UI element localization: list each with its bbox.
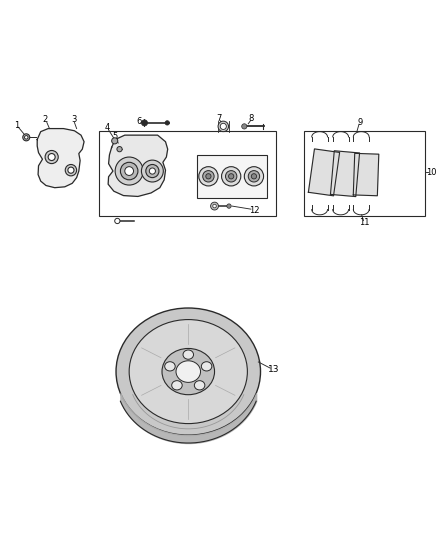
Text: 7: 7: [216, 114, 222, 123]
Circle shape: [65, 165, 77, 176]
Circle shape: [115, 219, 120, 223]
Circle shape: [120, 162, 138, 180]
Text: 6: 6: [137, 117, 142, 126]
Circle shape: [213, 204, 216, 208]
Circle shape: [244, 167, 264, 186]
Circle shape: [242, 124, 247, 129]
Circle shape: [45, 150, 58, 164]
Text: 1: 1: [14, 120, 19, 130]
Polygon shape: [308, 149, 339, 196]
Ellipse shape: [116, 308, 261, 435]
Circle shape: [227, 204, 231, 208]
Text: 9: 9: [357, 117, 363, 126]
Bar: [99, 131, 276, 216]
Circle shape: [165, 120, 170, 125]
Circle shape: [220, 123, 226, 130]
Circle shape: [199, 167, 218, 186]
Circle shape: [25, 135, 28, 139]
Circle shape: [117, 147, 122, 152]
Text: 3: 3: [71, 115, 76, 124]
Bar: [197, 155, 267, 198]
Circle shape: [141, 120, 148, 126]
Polygon shape: [330, 151, 360, 197]
Circle shape: [146, 165, 159, 177]
Ellipse shape: [201, 362, 212, 371]
Ellipse shape: [165, 362, 175, 371]
Circle shape: [248, 171, 260, 182]
Circle shape: [203, 171, 214, 182]
Circle shape: [206, 174, 211, 179]
Circle shape: [112, 138, 118, 144]
Text: 8: 8: [248, 114, 254, 123]
Bar: [304, 131, 425, 216]
Ellipse shape: [194, 381, 205, 390]
Text: 4: 4: [104, 123, 110, 132]
Polygon shape: [108, 135, 168, 197]
Circle shape: [226, 171, 237, 182]
Ellipse shape: [183, 350, 194, 359]
Circle shape: [48, 154, 55, 160]
Text: 5: 5: [112, 132, 117, 141]
Circle shape: [115, 157, 143, 185]
Text: 12: 12: [250, 206, 260, 215]
Ellipse shape: [162, 349, 215, 395]
Circle shape: [218, 121, 229, 132]
Circle shape: [149, 168, 155, 174]
Polygon shape: [37, 128, 84, 188]
Circle shape: [222, 167, 241, 186]
Circle shape: [23, 134, 30, 141]
Ellipse shape: [172, 381, 182, 390]
Ellipse shape: [176, 361, 201, 382]
Circle shape: [251, 174, 257, 179]
Polygon shape: [353, 154, 379, 196]
Text: 11: 11: [359, 218, 370, 227]
Circle shape: [141, 160, 163, 182]
Text: 13: 13: [268, 365, 279, 374]
Text: 2: 2: [42, 115, 48, 124]
Circle shape: [68, 167, 74, 173]
Circle shape: [229, 174, 234, 179]
Circle shape: [125, 167, 134, 175]
Ellipse shape: [129, 320, 247, 424]
Circle shape: [211, 202, 219, 210]
Text: 10: 10: [426, 168, 437, 177]
